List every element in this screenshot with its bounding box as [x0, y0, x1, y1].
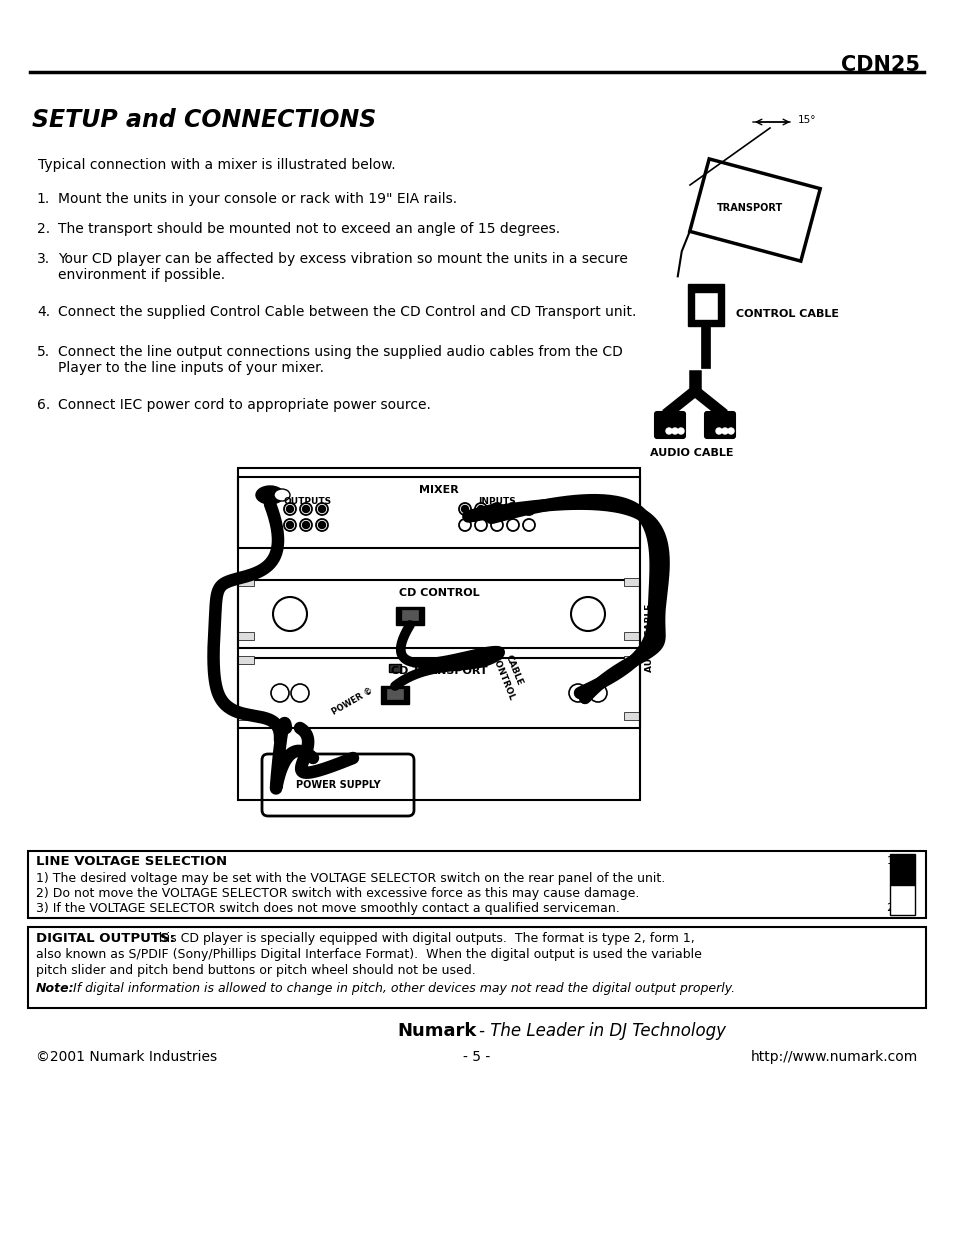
Text: 4.: 4. — [37, 305, 50, 319]
Bar — [28, 851, 925, 918]
Text: Connect the line output connections using the supplied audio cables from the CD
: Connect the line output connections usin… — [58, 345, 622, 375]
Text: CD TRANSPORT: CD TRANSPORT — [391, 666, 487, 676]
Text: POWER ©: POWER © — [330, 685, 374, 716]
Bar — [237, 477, 639, 548]
Text: http://www.numark.com: http://www.numark.com — [750, 1050, 917, 1065]
Circle shape — [665, 429, 671, 433]
Text: INPUTS: INPUTS — [477, 496, 516, 506]
Bar — [889, 855, 914, 884]
Text: OUTPUTS: OUTPUTS — [284, 496, 332, 506]
Bar — [389, 664, 400, 672]
Circle shape — [671, 429, 678, 433]
Bar — [395, 606, 423, 625]
Text: Typical connection with a mixer is illustrated below.: Typical connection with a mixer is illus… — [38, 158, 395, 172]
Circle shape — [477, 505, 484, 513]
FancyBboxPatch shape — [262, 755, 414, 816]
Circle shape — [302, 521, 309, 529]
Circle shape — [678, 429, 683, 433]
Text: Note:: Note: — [36, 982, 74, 995]
Text: 3.: 3. — [37, 252, 50, 266]
Text: 15°: 15° — [797, 115, 816, 125]
Text: ©2001 Numark Industries: ©2001 Numark Industries — [36, 1050, 217, 1065]
FancyBboxPatch shape — [655, 412, 684, 438]
Text: LINE VOLTAGE SELECTION: LINE VOLTAGE SELECTION — [36, 855, 227, 868]
Text: CABLE: CABLE — [503, 653, 524, 687]
Text: Connect IEC power cord to appropriate power source.: Connect IEC power cord to appropriate po… — [58, 398, 431, 412]
FancyBboxPatch shape — [704, 412, 734, 438]
Bar — [401, 610, 417, 620]
Text: 115V: 115V — [885, 856, 914, 866]
Bar — [237, 656, 253, 664]
Circle shape — [286, 505, 294, 513]
Circle shape — [461, 505, 468, 513]
Bar — [687, 284, 723, 326]
Bar — [237, 580, 639, 648]
Bar — [380, 685, 409, 704]
Text: 3) If the VOLTAGE SELECTOR switch does not move smoothly contact a qualified ser: 3) If the VOLTAGE SELECTOR switch does n… — [36, 902, 619, 915]
Text: The transport should be mounted not to exceed an angle of 15 degrees.: The transport should be mounted not to e… — [58, 222, 559, 236]
Circle shape — [318, 521, 325, 529]
Text: CDN25: CDN25 — [841, 56, 919, 75]
Text: CD CONTROL: CD CONTROL — [398, 588, 478, 598]
Text: AUDIO CABLE: AUDIO CABLE — [649, 448, 733, 458]
Text: Connect the supplied Control Cable between the CD Control and CD Transport unit.: Connect the supplied Control Cable betwe… — [58, 305, 636, 319]
Circle shape — [716, 429, 721, 433]
Text: pitch slider and pitch bend buttons or pitch wheel should not be used.: pitch slider and pitch bend buttons or p… — [36, 965, 476, 977]
Text: 2.: 2. — [37, 222, 50, 236]
Text: CONTROL: CONTROL — [490, 653, 516, 701]
Text: Numark: Numark — [397, 1023, 476, 1040]
Text: 230V: 230V — [885, 903, 914, 913]
Bar — [237, 468, 639, 800]
Bar — [237, 713, 253, 720]
Text: CONTROL CABLE: CONTROL CABLE — [735, 309, 838, 319]
Text: 1) The desired voltage may be set with the VOLTAGE SELECTOR switch on the rear p: 1) The desired voltage may be set with t… — [36, 872, 664, 885]
Circle shape — [727, 429, 733, 433]
Circle shape — [302, 505, 309, 513]
Bar — [623, 656, 639, 664]
Ellipse shape — [274, 489, 290, 501]
Text: AUDIO CABLE: AUDIO CABLE — [644, 604, 654, 672]
Text: 5.: 5. — [37, 345, 50, 359]
Bar — [387, 689, 402, 699]
Ellipse shape — [255, 487, 284, 504]
Bar — [623, 578, 639, 585]
Bar — [623, 713, 639, 720]
Text: - 5 -: - 5 - — [463, 1050, 490, 1065]
Text: Your CD player can be affected by excess vibration so mount the units in a secur: Your CD player can be affected by excess… — [58, 252, 627, 283]
Text: If digital information is allowed to change in pitch, other devices may not read: If digital information is allowed to cha… — [73, 982, 735, 995]
Bar — [693, 291, 718, 320]
Text: SETUP and CONNECTIONS: SETUP and CONNECTIONS — [32, 107, 375, 132]
Bar — [237, 658, 639, 727]
Text: 6.: 6. — [37, 398, 50, 412]
Circle shape — [493, 505, 500, 513]
Text: This CD player is specially equipped with digital outputs.  The format is type 2: This CD player is specially equipped wit… — [151, 932, 694, 945]
Bar — [889, 884, 914, 915]
Circle shape — [286, 521, 294, 529]
Text: DIGITAL OUTPUTS:: DIGITAL OUTPUTS: — [36, 932, 174, 945]
Text: MIXER: MIXER — [418, 485, 458, 495]
Circle shape — [721, 429, 727, 433]
Circle shape — [318, 505, 325, 513]
Text: 2) Do not move the VOLTAGE SELECTOR switch with excessive force as this may caus: 2) Do not move the VOLTAGE SELECTOR swit… — [36, 887, 639, 900]
Text: 1.: 1. — [37, 191, 50, 206]
Text: Mount the units in your console or rack with 19" EIA rails.: Mount the units in your console or rack … — [58, 191, 456, 206]
Bar — [623, 632, 639, 640]
Bar — [237, 578, 253, 585]
Text: POWER SUPPLY: POWER SUPPLY — [295, 781, 380, 790]
Bar — [237, 632, 253, 640]
Text: TRANSPORT: TRANSPORT — [716, 203, 782, 212]
Text: also known as S/PDIF (Sony/Phillips Digital Interface Format).  When the digital: also known as S/PDIF (Sony/Phillips Digi… — [36, 948, 701, 961]
Text: - The Leader in DJ Technology: - The Leader in DJ Technology — [478, 1023, 725, 1040]
Bar — [28, 927, 925, 1008]
